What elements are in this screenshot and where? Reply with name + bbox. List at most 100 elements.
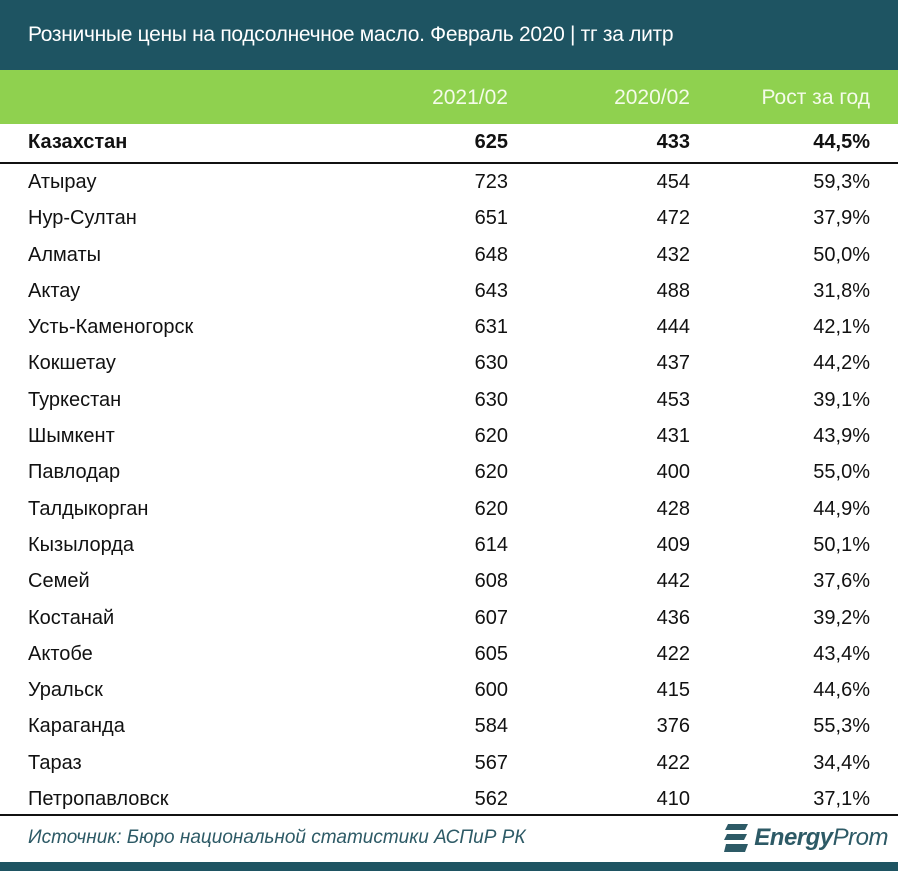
- price-2021: 648: [474, 243, 508, 266]
- price-2020: 428: [656, 497, 690, 520]
- growth-value: 55,3%: [813, 715, 870, 738]
- price-2021: 607: [474, 606, 508, 629]
- divider: [0, 814, 898, 816]
- price-2020: 415: [656, 679, 690, 702]
- table-row: Нур-Султан 651 472 37,9%: [0, 200, 898, 236]
- growth-value: 42,1%: [813, 316, 870, 339]
- table-body: Казахстан 625 433 44,5% Атырау 723 454 59,3% Нур…: [0, 124, 898, 817]
- price-2020: 472: [656, 207, 690, 230]
- table-header: 2021/02 2020/02 Рост за год: [0, 70, 898, 124]
- region-name: Талдыкорган: [28, 497, 149, 520]
- table-row: Усть-Каменогорск 631 444 42,1%: [0, 309, 898, 345]
- price-2020: 422: [656, 642, 690, 665]
- growth-value: 37,1%: [813, 788, 870, 811]
- price-2020: 454: [656, 171, 690, 193]
- price-2020: 453: [656, 388, 690, 411]
- table-title: Розничные цены на подсолнечное масло. Фе…: [0, 0, 898, 70]
- growth-value: 44,5%: [813, 131, 870, 153]
- growth-value: 55,0%: [813, 461, 870, 484]
- table-row: Актобе 605 422 43,4%: [0, 636, 898, 672]
- table-row: Семей 608 442 37,6%: [0, 563, 898, 599]
- region-name: Семей: [28, 570, 90, 593]
- price-2021: 614: [474, 533, 508, 556]
- growth-value: 37,6%: [813, 570, 870, 593]
- growth-value: 43,9%: [813, 425, 870, 448]
- growth-value: 31,8%: [813, 279, 870, 302]
- region-name: Казахстан: [28, 131, 128, 153]
- table-row: Кокшетау 630 437 44,2%: [0, 345, 898, 381]
- logo-text-energy: Energy: [754, 824, 833, 851]
- region-name: Шымкент: [28, 425, 115, 448]
- price-2020: 436: [656, 606, 690, 629]
- price-2021: 651: [474, 207, 508, 230]
- region-name: Алматы: [28, 243, 101, 266]
- table-row: Караганда 584 376 55,3%: [0, 708, 898, 744]
- column-header-2020: 2020/02: [614, 86, 690, 109]
- price-2020: 488: [656, 279, 690, 302]
- region-name: Усть-Каменогорск: [28, 316, 194, 339]
- region-name: Петропавловск: [28, 788, 169, 811]
- table-row: Атырау 723 454 59,3%: [0, 164, 898, 200]
- growth-value: 50,1%: [813, 533, 870, 556]
- column-header-2021: 2021/02: [432, 86, 508, 109]
- price-2021: 584: [474, 715, 508, 738]
- table-row: Кызылорда 614 409 50,1%: [0, 527, 898, 563]
- column-header-growth: Рост за год: [761, 86, 870, 109]
- region-name: Туркестан: [28, 388, 122, 411]
- logo-text-prom: Prom: [832, 824, 889, 851]
- logo-mark-icon: [724, 824, 749, 852]
- growth-value: 34,4%: [813, 751, 870, 774]
- price-2021: 643: [474, 279, 508, 302]
- price-2020: 432: [656, 243, 690, 266]
- price-2021: 600: [474, 679, 508, 702]
- region-name: Тараз: [28, 751, 82, 774]
- table-row: Костанай 607 436 39,2%: [0, 600, 898, 636]
- price-2021: 567: [474, 751, 508, 774]
- price-2020: 442: [656, 570, 690, 593]
- region-name: Актау: [28, 279, 81, 302]
- growth-value: 39,2%: [813, 606, 870, 629]
- source-note: Источник: Бюро национальной статистики А…: [28, 827, 526, 848]
- price-2020: 410: [656, 788, 690, 811]
- price-2020: 422: [656, 751, 690, 774]
- table-row: Шымкент 620 431 43,9%: [0, 418, 898, 454]
- price-2021: 620: [474, 425, 508, 448]
- table-row: Павлодар 620 400 55,0%: [0, 454, 898, 490]
- table-row: Уральск 600 415 44,6%: [0, 672, 898, 708]
- table-row: Алматы 648 432 50,0%: [0, 237, 898, 273]
- price-2020: 444: [656, 316, 690, 339]
- growth-value: 43,4%: [813, 642, 870, 665]
- region-name: Уральск: [28, 679, 103, 702]
- growth-value: 44,2%: [813, 352, 870, 375]
- table-row: Тараз 567 422 34,4%: [0, 745, 898, 781]
- table-row: Туркестан 630 453 39,1%: [0, 382, 898, 418]
- price-2020: 400: [656, 461, 690, 484]
- price-2021: 631: [474, 316, 508, 339]
- table-row: Петропавловск 562 410 37,1%: [0, 781, 898, 817]
- price-2021: 608: [474, 570, 508, 593]
- price-2021: 630: [474, 388, 508, 411]
- price-2021: 625: [474, 131, 508, 153]
- growth-value: 50,0%: [813, 243, 870, 266]
- price-2021: 630: [474, 352, 508, 375]
- price-2021: 620: [474, 497, 508, 520]
- growth-value: 44,6%: [813, 679, 870, 702]
- table-row: Актау 643 488 31,8%: [0, 273, 898, 309]
- price-2020: 433: [656, 131, 690, 153]
- region-name: Нур-Султан: [28, 207, 137, 230]
- price-2020: 437: [656, 352, 690, 375]
- price-2020: 431: [656, 425, 690, 448]
- region-name: Караганда: [28, 715, 125, 738]
- growth-value: 44,9%: [813, 497, 870, 520]
- growth-value: 37,9%: [813, 207, 870, 230]
- price-2021: 562: [474, 788, 508, 811]
- bottom-bar: [0, 862, 898, 871]
- price-2020: 409: [656, 533, 690, 556]
- region-name: Кокшетау: [28, 352, 116, 375]
- growth-value: 59,3%: [813, 171, 870, 193]
- table-row-total: Казахстан 625 433 44,5%: [0, 124, 898, 164]
- price-2021: 605: [474, 642, 508, 665]
- region-name: Атырау: [28, 171, 97, 193]
- region-name: Костанай: [28, 606, 115, 629]
- energyprom-logo: Energy Prom: [724, 822, 889, 854]
